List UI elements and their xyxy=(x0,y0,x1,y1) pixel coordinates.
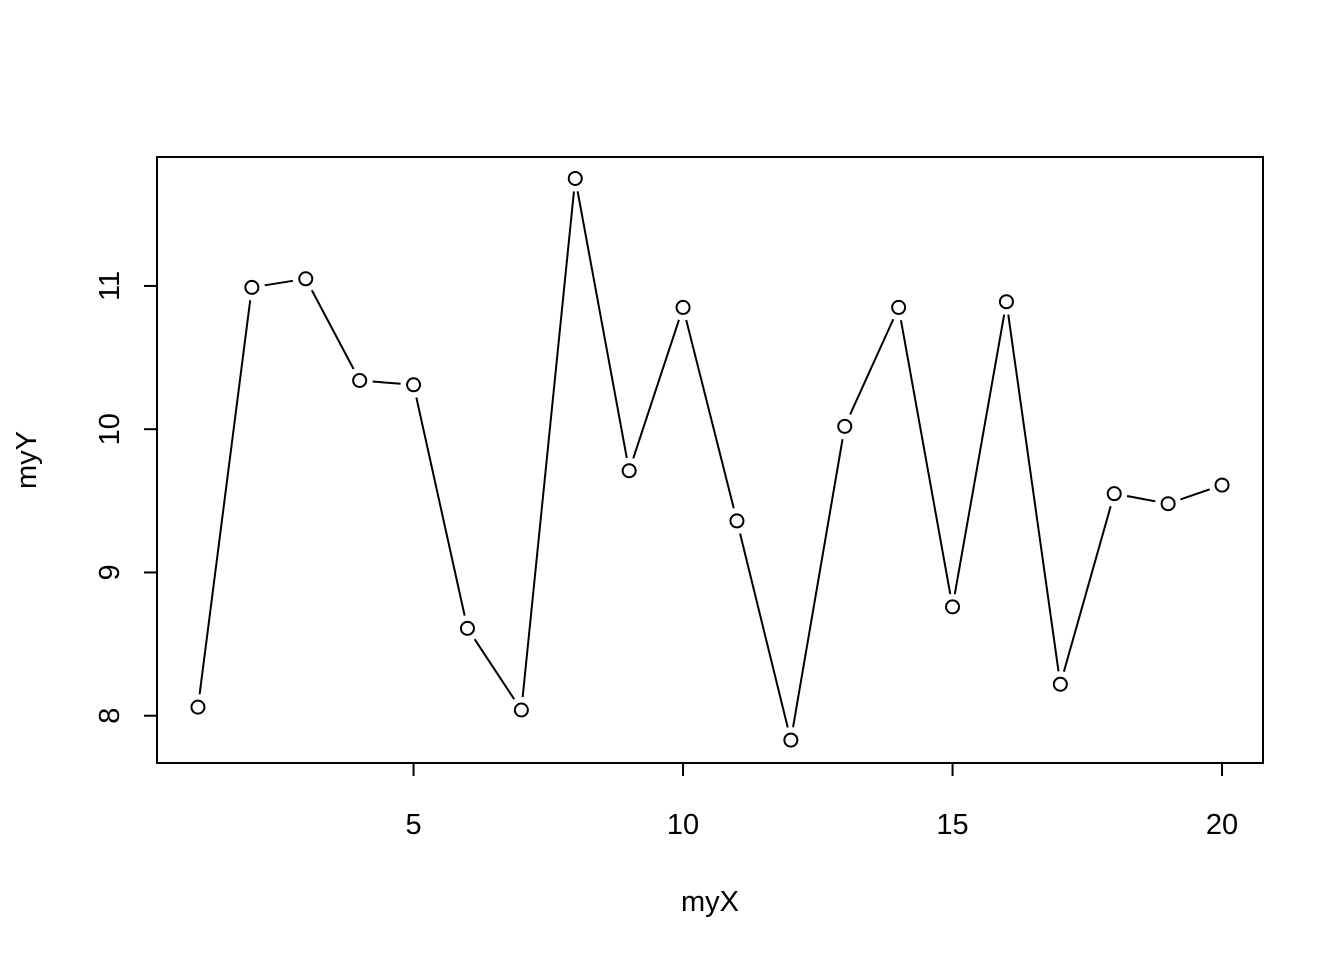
series-segment xyxy=(1062,505,1112,672)
series-points xyxy=(190,170,1230,748)
series-segment xyxy=(415,397,466,616)
series-segment xyxy=(739,533,789,728)
x-axis-title: myX xyxy=(681,886,739,918)
x-tick-label: 10 xyxy=(667,809,699,841)
series-segment xyxy=(372,380,401,385)
series-segment xyxy=(1180,488,1211,501)
data-point xyxy=(1214,477,1230,493)
x-tick-label: 5 xyxy=(405,809,421,841)
series-segment xyxy=(685,319,735,509)
series-segment xyxy=(264,279,294,287)
x-axis: 5 10 15 20 xyxy=(405,762,1238,841)
series-segment xyxy=(473,638,516,700)
y-tick-label: 11 xyxy=(94,271,126,301)
y-axis: 8 9 10 11 xyxy=(94,271,158,724)
series-segment xyxy=(310,289,355,370)
data-point xyxy=(729,513,745,529)
data-point xyxy=(298,271,314,287)
series-segment xyxy=(792,438,844,728)
data-point xyxy=(459,620,475,636)
y-tick-label: 10 xyxy=(94,413,126,445)
data-point xyxy=(406,377,422,393)
series-segment xyxy=(953,314,1006,595)
data-point xyxy=(190,699,206,715)
data-point xyxy=(352,372,368,388)
series-segment xyxy=(576,191,628,459)
data-point xyxy=(945,599,961,615)
y-tick-label: 9 xyxy=(94,564,126,580)
data-point xyxy=(891,299,907,315)
y-tick-label: 8 xyxy=(94,708,126,724)
series-segment xyxy=(1007,314,1060,672)
x-tick-label: 20 xyxy=(1206,809,1238,841)
data-point xyxy=(783,732,799,748)
data-point xyxy=(1106,486,1122,502)
data-point xyxy=(998,294,1014,310)
y-axis-title: myY xyxy=(11,431,43,489)
x-tick-label: 15 xyxy=(936,809,968,841)
data-point xyxy=(1160,496,1176,512)
data-point xyxy=(621,463,637,479)
series-segment xyxy=(521,191,575,698)
data-point xyxy=(837,418,853,434)
series-line-segments xyxy=(198,191,1211,728)
data-point xyxy=(1052,676,1068,692)
series-segment xyxy=(849,318,895,415)
data-point xyxy=(567,170,583,186)
data-point xyxy=(244,279,260,295)
series-segment xyxy=(198,300,252,695)
plot-frame xyxy=(156,156,1264,764)
series-segment xyxy=(632,319,680,459)
data-point xyxy=(513,702,529,718)
series-segment xyxy=(899,320,952,595)
data-point xyxy=(675,299,691,315)
series-segment xyxy=(1126,495,1156,503)
